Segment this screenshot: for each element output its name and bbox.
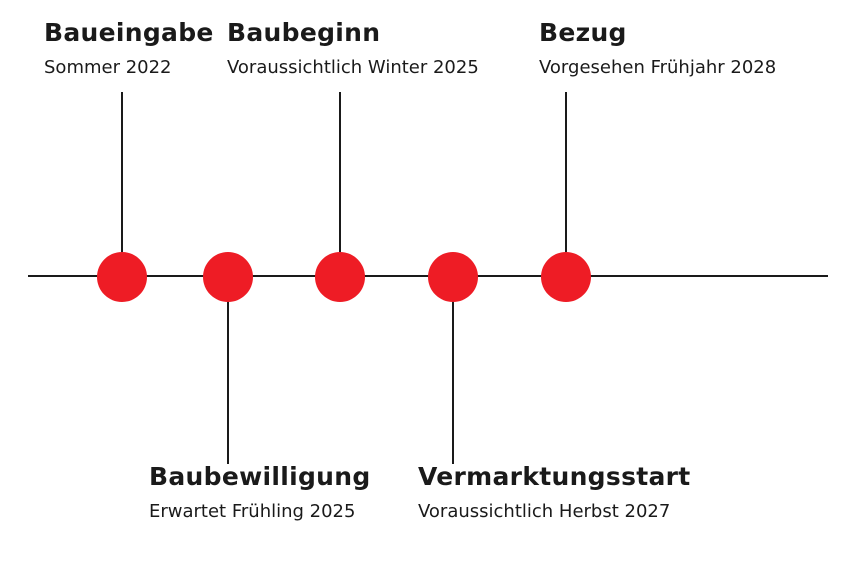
milestone-date: Voraussichtlich Herbst 2027	[418, 501, 671, 522]
milestone-title: Vermarktungsstart	[418, 462, 691, 491]
milestone-title: Baubeginn	[227, 18, 381, 47]
milestone-date: Sommer 2022	[44, 57, 172, 78]
milestone-date: Vorgesehen Frühjahr 2028	[539, 57, 777, 78]
milestone-title: Baueingabe	[44, 18, 214, 47]
milestone-dot-vermarktungsstart	[428, 252, 478, 302]
milestone-dot-baubeginn	[315, 252, 365, 302]
stem-baueingabe	[121, 92, 123, 252]
milestone-label-vermarktungsstart: Vermarktungsstart Voraussichtlich Herbst…	[418, 462, 691, 524]
milestone-label-baueingabe: Baueingabe Sommer 2022	[44, 18, 214, 80]
milestone-date: Voraussichtlich Winter 2025	[227, 57, 479, 78]
milestone-dot-baubewilligung	[203, 252, 253, 302]
milestone-title: Bezug	[539, 18, 627, 47]
milestone-label-baubewilligung: Baubewilligung Erwartet Frühling 2025	[149, 462, 371, 524]
stem-baubeginn	[339, 92, 341, 252]
milestone-title: Baubewilligung	[149, 462, 371, 491]
stem-bezug	[565, 92, 567, 252]
milestone-label-baubeginn: Baubeginn Voraussichtlich Winter 2025	[227, 18, 479, 80]
milestone-dot-baueingabe	[97, 252, 147, 302]
milestone-label-bezug: Bezug Vorgesehen Frühjahr 2028	[539, 18, 776, 80]
milestone-dot-bezug	[541, 252, 591, 302]
milestone-date: Erwartet Frühling 2025	[149, 501, 356, 522]
stem-vermarktungsstart	[452, 300, 454, 464]
stem-baubewilligung	[227, 300, 229, 464]
